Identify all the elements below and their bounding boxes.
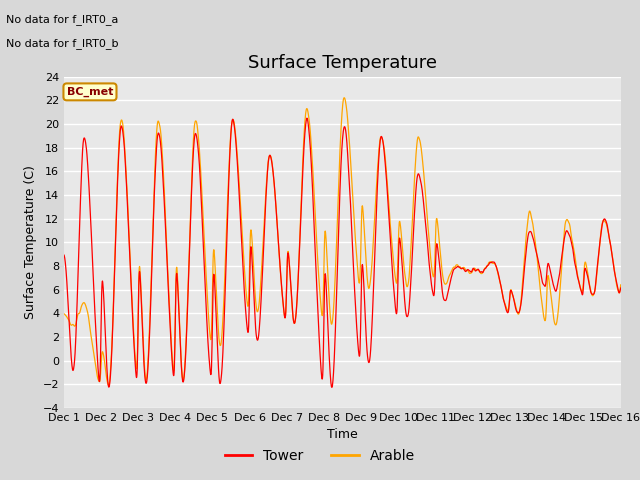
Y-axis label: Surface Temperature (C): Surface Temperature (C) <box>24 166 37 319</box>
Text: No data for f_IRT0_a: No data for f_IRT0_a <box>6 14 119 25</box>
Legend: Tower, Arable: Tower, Arable <box>219 443 421 468</box>
X-axis label: Time: Time <box>327 429 358 442</box>
Text: No data for f_IRT0_b: No data for f_IRT0_b <box>6 38 119 49</box>
Title: Surface Temperature: Surface Temperature <box>248 54 437 72</box>
Text: BC_met: BC_met <box>67 87 113 97</box>
